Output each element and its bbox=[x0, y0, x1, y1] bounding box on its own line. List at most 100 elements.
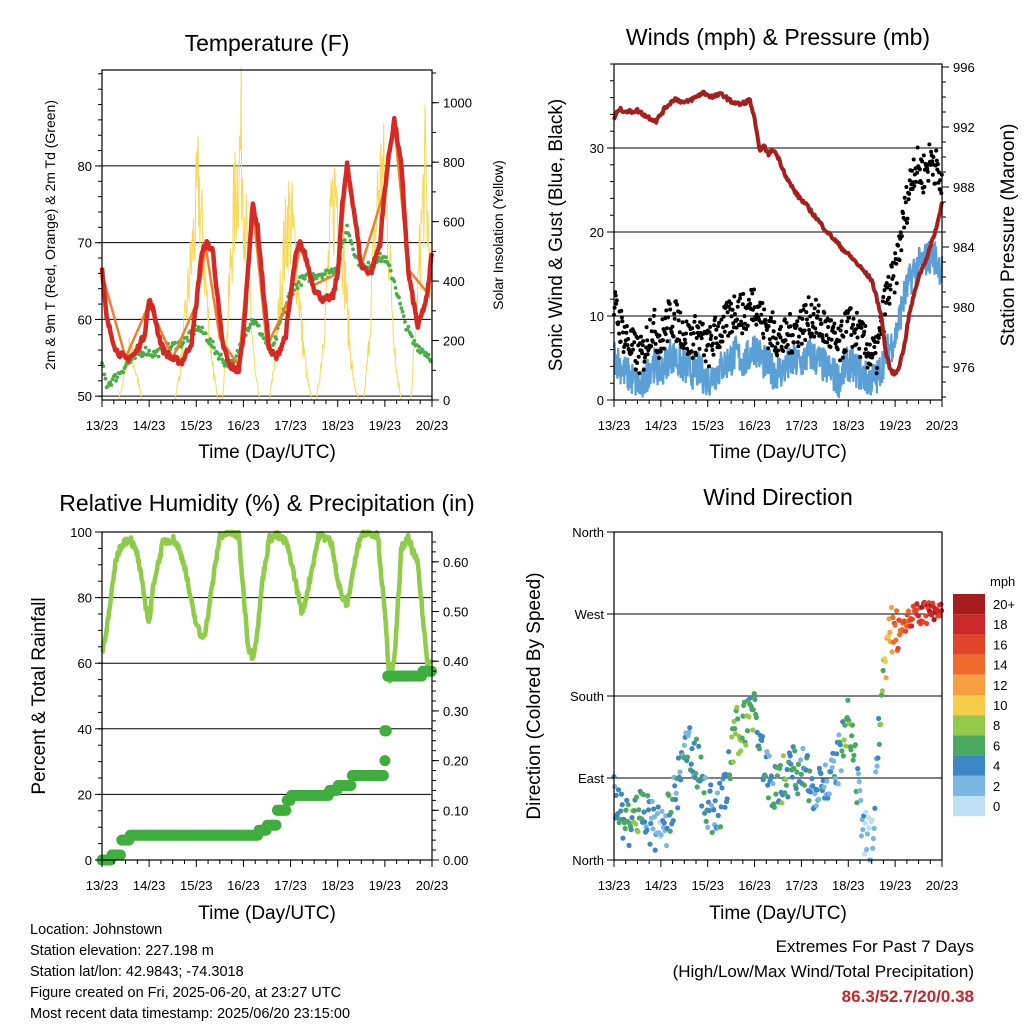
gust-point bbox=[621, 350, 626, 354]
y-tick-label: West bbox=[575, 607, 605, 622]
winds-xlabel: Time (Day/UTC) bbox=[709, 442, 847, 463]
gust-point bbox=[783, 338, 788, 343]
dewpoint-point bbox=[401, 314, 406, 319]
gust-point bbox=[713, 336, 718, 340]
dewpoint-point bbox=[351, 247, 355, 252]
gust-point bbox=[666, 315, 670, 320]
gust-point bbox=[902, 225, 907, 230]
direction-point bbox=[684, 754, 691, 760]
gust-point bbox=[691, 342, 696, 347]
extremes-box: Extremes For Past 7 Days (High/Low/Max W… bbox=[673, 934, 974, 1009]
direction-point bbox=[731, 718, 737, 725]
gust-point bbox=[865, 365, 870, 370]
direction-point bbox=[768, 773, 775, 779]
direction-point bbox=[668, 809, 674, 816]
gust-point bbox=[808, 314, 813, 319]
direction-point bbox=[635, 829, 641, 835]
legend-swatch bbox=[953, 775, 985, 796]
precip-series bbox=[96, 665, 437, 866]
gust-point bbox=[844, 329, 849, 334]
wind-direction-xlabel: Time (Day/UTC) bbox=[709, 903, 847, 924]
direction-point bbox=[814, 787, 820, 793]
direction-point bbox=[836, 732, 842, 738]
gust-point bbox=[625, 343, 630, 348]
gust-point bbox=[669, 330, 674, 335]
gust-point bbox=[862, 351, 867, 356]
gust-point bbox=[762, 307, 767, 312]
direction-point bbox=[622, 825, 628, 832]
gust-point bbox=[694, 353, 699, 357]
gust-point bbox=[872, 345, 877, 349]
gust-point bbox=[894, 261, 899, 266]
gust-point bbox=[614, 298, 619, 303]
gust-point bbox=[858, 355, 863, 359]
gust-point bbox=[731, 321, 736, 326]
direction-point bbox=[857, 788, 863, 794]
direction-point bbox=[626, 842, 632, 849]
gust-point bbox=[711, 341, 715, 346]
direction-point bbox=[879, 688, 886, 694]
direction-point bbox=[858, 797, 864, 804]
dewpoint-point bbox=[247, 325, 252, 330]
dewpoint-point bbox=[115, 375, 120, 380]
gust-point bbox=[710, 348, 715, 352]
gust-point bbox=[808, 334, 813, 339]
gust-point bbox=[910, 168, 914, 173]
direction-point bbox=[747, 694, 754, 701]
gust-point bbox=[794, 323, 799, 328]
gust-point bbox=[778, 335, 783, 340]
dewpoint-point bbox=[400, 309, 405, 314]
y-right-tick-label: 0.50 bbox=[443, 605, 468, 620]
direction-point bbox=[659, 808, 665, 814]
gust-point bbox=[892, 290, 897, 295]
dewpoint-point bbox=[426, 352, 431, 357]
gust-point bbox=[874, 371, 879, 376]
direction-point bbox=[615, 787, 622, 793]
humidity-xlabel: Time (Day/UTC) bbox=[198, 903, 336, 924]
direction-point bbox=[889, 649, 895, 655]
direction-point bbox=[718, 804, 724, 810]
gust-point bbox=[739, 319, 744, 324]
gust-point bbox=[678, 310, 683, 315]
gust-point bbox=[660, 338, 665, 343]
gust-point bbox=[672, 316, 677, 321]
direction-point bbox=[804, 753, 811, 759]
gust-point bbox=[742, 314, 747, 319]
gust-point bbox=[754, 322, 759, 327]
gust-point bbox=[667, 301, 672, 306]
gust-point bbox=[776, 348, 781, 353]
legend-swatch bbox=[953, 695, 985, 716]
gust-point bbox=[812, 306, 817, 311]
legend-label: 6 bbox=[993, 738, 1000, 753]
wind-direction-ylabel: Direction (Colored By Speed) bbox=[524, 572, 545, 819]
direction-point bbox=[885, 634, 892, 640]
direction-point bbox=[751, 691, 757, 697]
direction-point bbox=[715, 812, 721, 819]
direction-point bbox=[850, 757, 856, 763]
y-tick-label: 30 bbox=[590, 141, 604, 156]
gust-point bbox=[862, 329, 867, 334]
dewpoint-point bbox=[234, 354, 239, 358]
dewpoint-point bbox=[379, 259, 384, 264]
direction-point bbox=[652, 847, 658, 853]
gust-point bbox=[694, 336, 699, 340]
y-tick-label: 60 bbox=[78, 312, 92, 327]
gust-point bbox=[899, 234, 904, 239]
x-tick-label: 20/23 bbox=[926, 418, 959, 433]
latlon-text: Station lat/lon: 42.9843; -74.3018 bbox=[30, 964, 244, 980]
direction-point bbox=[938, 601, 944, 607]
gust-point bbox=[649, 344, 654, 349]
gust-point bbox=[838, 358, 842, 363]
direction-point bbox=[620, 835, 626, 841]
y-tick-label: East bbox=[578, 771, 604, 786]
gust-point bbox=[630, 343, 634, 347]
direction-point bbox=[649, 798, 655, 804]
dewpoint-point bbox=[384, 255, 388, 259]
gust-point bbox=[925, 166, 930, 171]
direction-point bbox=[826, 791, 832, 797]
direction-point bbox=[855, 771, 862, 777]
direction-point bbox=[645, 793, 651, 799]
dewpoint-point bbox=[302, 276, 307, 281]
gust-point bbox=[703, 359, 708, 364]
gust-point bbox=[903, 200, 908, 205]
